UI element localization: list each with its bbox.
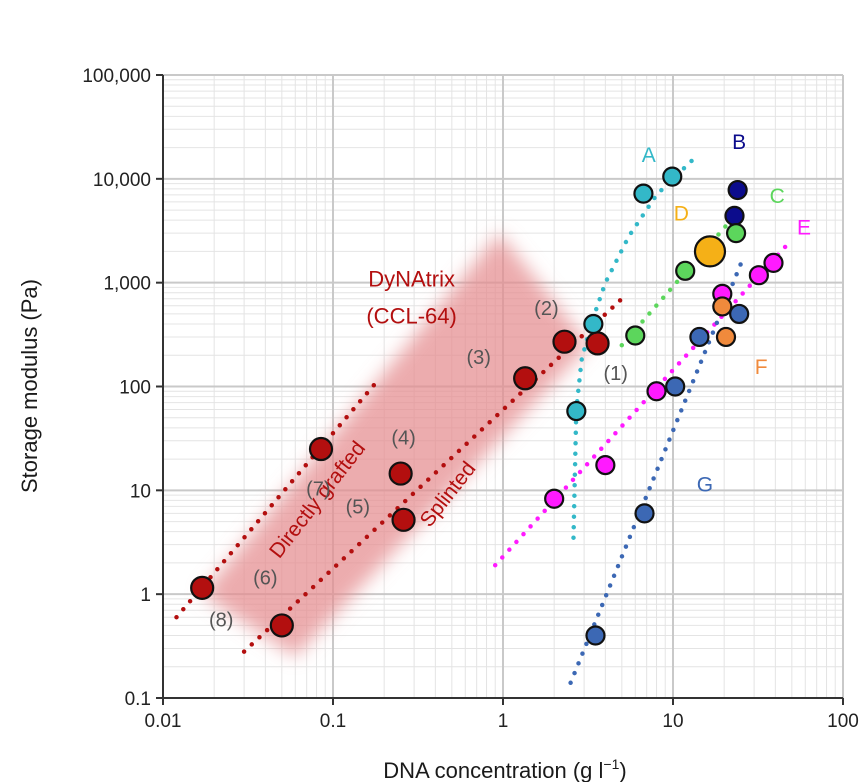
point-b: [724, 205, 745, 226]
point-c: [675, 260, 696, 281]
x-tick-label: 0.1: [320, 711, 346, 732]
point-dynatrix-ccl-64: [391, 507, 416, 532]
data-points: [190, 166, 784, 646]
point-e: [646, 381, 667, 402]
y-axis-label: Storage modulus (Pa): [17, 279, 42, 493]
fit-line-e: [492, 237, 795, 568]
point-a: [662, 166, 683, 187]
point-e: [763, 252, 784, 274]
point-dynatrix-ccl-64: [190, 575, 215, 600]
point-a: [583, 313, 604, 335]
point-c: [625, 325, 646, 346]
point-a: [566, 400, 587, 422]
point-e: [748, 265, 769, 286]
annotation-label: (6): [253, 567, 277, 589]
point-g: [665, 376, 686, 397]
annotation-label: (8): [209, 609, 233, 631]
x-tick-label: 1: [498, 711, 509, 732]
x-tick-label: 0.01: [145, 711, 182, 732]
point-g: [689, 326, 710, 348]
point-g: [634, 503, 655, 524]
point-e: [595, 454, 616, 476]
dynatrix-band-area: [202, 233, 589, 657]
y-tick-label: 0.1: [125, 689, 151, 710]
annotation-label: (5): [346, 497, 370, 519]
point-dynatrix-ccl-64: [585, 331, 610, 356]
point-g: [729, 303, 750, 325]
x-tick-label: 10: [662, 711, 683, 732]
y-tick-label: 100,000: [82, 66, 151, 87]
y-tick-label: 10: [130, 481, 151, 502]
dynatrix-band: [202, 233, 589, 657]
annotation-label: C: [770, 185, 785, 208]
point-e: [544, 488, 565, 509]
point-dynatrix-ccl-64: [552, 329, 577, 354]
x-axis-label: DNA concentration (g l−1): [383, 756, 626, 782]
annotation-label: D: [674, 202, 689, 225]
point-f: [712, 296, 733, 317]
annotation-label: A: [642, 144, 656, 167]
y-tick-label: 1,000: [103, 274, 151, 295]
annotation-label: E: [797, 216, 811, 239]
y-tick-label: 100: [119, 378, 151, 399]
annotation-label: (7): [306, 479, 330, 501]
annotation-label: DyNAtrix: [368, 266, 455, 291]
annotation-label: (4): [391, 428, 415, 450]
fit-line-g: [568, 262, 743, 686]
annotation-label: G: [697, 474, 713, 497]
fit-line-directly-grafted: [174, 379, 379, 620]
annotation-label: (CCL-64): [366, 303, 456, 328]
annotation-label: F: [755, 356, 768, 379]
annotation-label: (2): [534, 298, 558, 320]
point-b: [727, 179, 748, 201]
annotation-label: B: [732, 131, 746, 154]
point-dynatrix-ccl-64: [388, 461, 413, 486]
point-a: [633, 183, 654, 204]
point-dynatrix-ccl-64: [308, 436, 334, 462]
axes: [156, 74, 844, 705]
fit-line-splinted: [241, 296, 625, 654]
point-g: [585, 625, 606, 646]
point-f: [715, 326, 737, 348]
point-dynatrix-ccl-64: [513, 366, 538, 391]
x-tick-label: 100: [827, 711, 859, 732]
point-c: [725, 223, 747, 244]
annotation-label: (1): [603, 363, 627, 385]
point-dynatrix-ccl-64: [269, 613, 294, 638]
y-tick-label: 10,000: [93, 170, 151, 191]
annotation-label: (3): [467, 347, 491, 369]
point-d: [693, 235, 727, 268]
y-tick-label: 1: [140, 585, 151, 606]
